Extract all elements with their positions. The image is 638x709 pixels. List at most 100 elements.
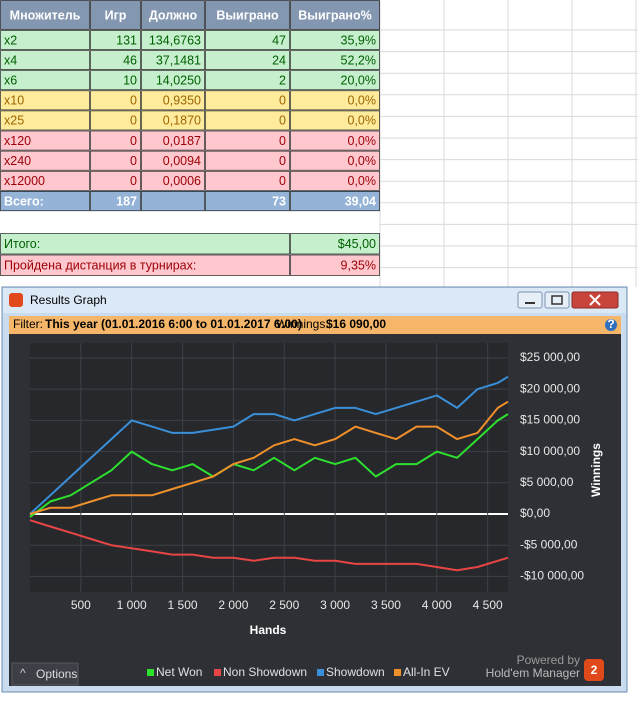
cell-text: 0,1870 [163,114,201,128]
cell-text: Пройдена дистанция в турнирах: [4,259,196,273]
x-tick-label: 2 000 [218,598,248,612]
cell-text: 0 [279,154,286,168]
cell-text: 47 [272,33,286,47]
cell-text: 46 [123,53,137,67]
cell-text: 0,9350 [163,94,201,108]
cell-text: x12000 [4,174,45,188]
cell-text: 187 [116,194,137,208]
y-tick-label: $10 000,00 [520,444,580,458]
help-glyph: ? [607,317,614,331]
cell-text: 134,6763 [149,33,201,47]
cell-text: 0 [279,174,286,188]
cell-text: x6 [4,74,17,88]
cell-text: Множитель [10,8,81,22]
legend-swatch [147,669,154,676]
cell-text: 35,9% [341,33,376,47]
cell-text: 0 [279,114,286,128]
cell-text: 39,04 [345,194,376,208]
cell-text: 10 [123,74,137,88]
cell-text: Выиграно [216,8,279,22]
cell-text: 52,2% [341,53,376,67]
x-tick-label: 500 [71,598,91,612]
x-tick-label: 1 000 [117,598,147,612]
cell-text: 0,0% [348,94,377,108]
cell-text: 131 [116,33,137,47]
cell-text: 0 [130,174,137,188]
x-tick-label: 3 500 [371,598,401,612]
legend-label: Showdown [326,665,385,679]
cell-text: Игр [105,8,127,22]
y-tick-label: $25 000,00 [520,350,580,364]
cell-text: 2 [279,74,286,88]
window-title: Results Graph [30,293,107,307]
cell-text: x240 [4,154,31,168]
cell-text: x4 [4,53,17,67]
cell [206,111,290,130]
winnings-label: Winnings: [276,317,329,331]
cell [206,151,290,170]
cell-text: Итого: [4,237,40,251]
filter-value: This year (01.01.2016 6:00 to 01.01.2017… [45,317,302,331]
powered-by: Powered by [517,653,580,667]
cell-text: Выиграно% [298,8,371,22]
cell-text: Должно [149,8,198,22]
cell-text: x25 [4,114,24,128]
cell-text: 0,0% [348,174,377,188]
y-tick-label: $15 000,00 [520,413,580,427]
brand: Hold'em Manager [486,666,580,680]
cell-text: 0,0% [348,154,377,168]
maximize-button[interactable] [545,292,569,308]
brand-mark: 2 [591,663,598,677]
y-axis-label: Winnings [589,443,603,497]
cell [142,191,205,211]
cell-text: $45,00 [338,237,376,251]
winnings-value: $16 090,00 [326,317,386,331]
cell-text: 0,0187 [163,134,201,148]
cell-text: x2 [4,33,17,47]
plot-area [30,343,508,592]
cell-text: 0 [130,114,137,128]
cell-text: Всего: [4,194,44,208]
x-tick-label: 4 500 [473,598,503,612]
spreadsheet: Множитель Игр Должно Выиграно Выиграно% x2 131… [1,0,638,287]
cell [206,91,290,110]
cell-text: 37,1481 [156,53,201,67]
cell-text: 0 [279,94,286,108]
app-icon [9,293,23,307]
legend-swatch [317,669,324,676]
cell-text: 24 [272,53,286,67]
cell-text: 0,0% [348,114,377,128]
cell [206,71,290,90]
cell-text: 9,35% [341,259,376,273]
cell-text: x10 [4,94,24,108]
y-tick-label: $5 000,00 [520,475,574,489]
x-tick-label: 4 000 [422,598,452,612]
cell-text: 0,0006 [163,174,201,188]
x-axis-label: Hands [250,623,287,637]
legend-swatch [394,669,401,676]
cell-text: 14,0250 [156,74,201,88]
y-tick-label: -$10 000,00 [520,569,584,583]
legend-swatch [214,669,221,676]
cell [1,234,290,255]
cell-text: 0 [130,134,137,148]
cell-text: 0,0% [348,134,377,148]
cell-text: 0 [279,134,286,148]
legend-label: Net Won [156,665,202,679]
options-caret: ^ [20,666,26,680]
cell [206,131,290,150]
options-label: Options [36,667,77,681]
y-tick-label: $20 000,00 [520,381,580,395]
cell-text: 73 [272,194,286,208]
x-tick-label: 1 500 [168,598,198,612]
y-tick-label: $0,00 [520,506,550,520]
cell-text: 0,0094 [163,154,201,168]
cell-text: 0 [130,154,137,168]
x-tick-label: 3 000 [320,598,350,612]
y-tick-label: -$5 000,00 [520,537,578,551]
filter-label: Filter: [13,317,43,331]
minimize-button[interactable] [518,292,542,308]
cell-text: 20,0% [341,74,376,88]
legend-label: Non Showdown [223,665,307,679]
